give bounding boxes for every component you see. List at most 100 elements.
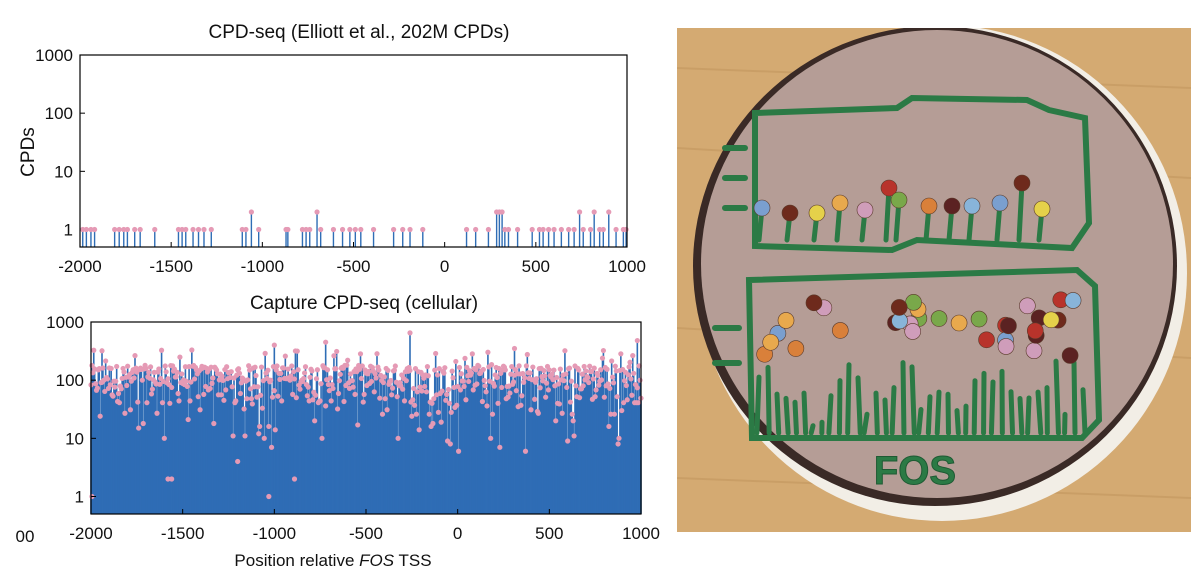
bottom-point [208,364,214,370]
bottom-point [266,493,272,500]
licorice-stem [873,390,880,436]
bottom-point [99,348,105,354]
bottom-point [623,382,629,389]
candy [943,197,961,215]
bottom-chart-ticks: -2000 -1500 -1000 -500 0 500 1000 1 10 100 1000 [46,313,660,543]
top-ytick-label: 1000 [35,46,73,65]
bottom-point [590,376,596,382]
bottom-point [595,372,601,378]
bottom-point [359,363,365,369]
cake-photo: FOS [676,25,1192,532]
bottom-point [553,418,559,424]
top-point [116,226,122,233]
bottom-point [565,438,571,444]
bottom-point [449,368,455,374]
bottom-point [384,407,390,413]
bottom-point [620,400,627,406]
licorice-stem [754,374,762,436]
bottom-point [255,384,261,390]
bottom-point [259,405,266,411]
bottom-point [201,391,207,397]
bottom-point [210,375,216,381]
bottom-point [629,392,635,398]
bottom-point [562,348,568,354]
top-point [88,226,94,233]
licorice-stem [954,408,961,436]
bottom-point [543,394,549,400]
licorice-stem [792,399,799,436]
bottom-point [235,458,241,465]
bottom-point [448,409,454,415]
bottom-point [609,374,616,380]
bottom-point [537,385,543,391]
bottom-point [132,353,138,359]
bottom-point [470,387,476,393]
bottom-point [635,400,641,406]
bottom-point [483,389,489,395]
candy [880,179,898,197]
bottom-point [336,378,343,384]
top-point [591,209,597,215]
bottom-point [598,367,604,373]
bottom-point [377,395,383,401]
bottom-point [344,362,350,368]
bottom-point [630,353,636,359]
bottom-point [108,365,114,372]
bottom-point [596,382,602,388]
top-xtick-label: 500 [522,257,550,276]
bottom-point [485,349,491,355]
bottom-point [445,386,452,393]
bottom-point [461,383,467,390]
top-point [132,226,138,233]
bottom-point [272,427,278,433]
bottom-point [148,391,155,397]
candy [856,201,874,219]
bottom-point [334,406,341,412]
bottom-chart-frame [90,321,642,515]
bottom-point [579,371,585,377]
bottom-point [241,406,247,412]
bottom-point [389,392,395,398]
bottom-point [466,378,472,385]
bottom-point [288,373,294,379]
bottom-point [268,444,275,450]
candies [753,174,1082,364]
bottom-point [318,381,324,387]
bottom-point [94,385,101,391]
bottom-point [195,394,201,400]
candy [963,197,981,215]
bottom-point [473,367,479,373]
bottom-point [218,392,224,398]
bottom-point [628,376,634,382]
bottom-point [249,401,255,407]
bottom-point [527,370,533,376]
bottom-point [566,365,573,371]
bottom-point [302,364,309,370]
bottom-point [116,400,123,406]
licorice-stem [909,364,917,436]
bottom-point [223,387,229,393]
bottom-point [374,351,380,357]
bottom-point [373,375,379,381]
candy [1042,311,1060,329]
bottom-point [476,363,482,369]
bottom-point [154,410,160,416]
candy [1026,322,1044,340]
bottom-point [238,380,244,386]
bottom-point [330,385,336,392]
bottom-xtick-label: 0 [453,524,462,543]
bottom-point [457,387,464,393]
bottom-point [606,423,612,430]
top-point [318,226,324,233]
bottom-point [388,377,394,384]
bottom-point [543,380,550,386]
top-point [121,226,127,233]
candy [890,191,908,209]
bottom-point [484,403,490,409]
bottom-point [337,371,343,377]
top-point [339,226,346,233]
bottom-point [481,377,487,384]
licorice-stem [883,185,892,243]
top-point [256,226,262,233]
bottom-point [110,393,116,399]
